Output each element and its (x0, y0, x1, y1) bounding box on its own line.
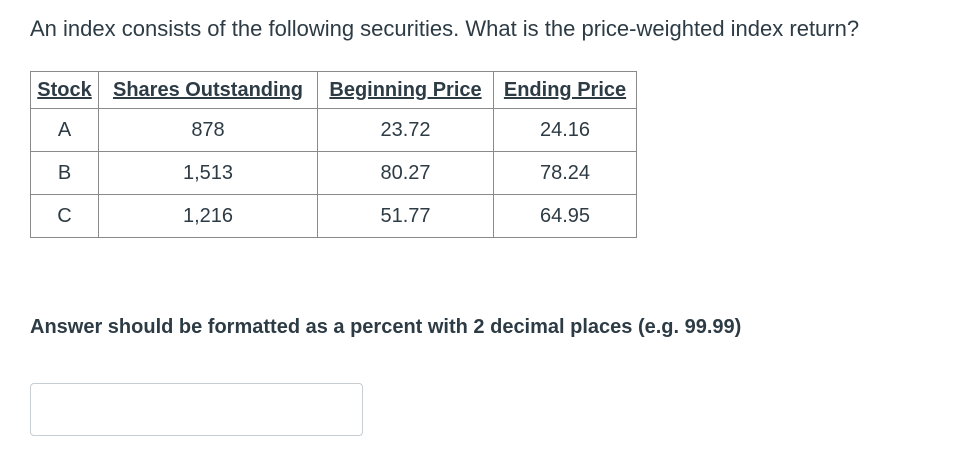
header-shares-outstanding: Shares Outstanding (98, 71, 318, 109)
table-row: C 1,216 51.77 64.95 (30, 194, 637, 238)
table-header-row: Stock Shares Outstanding Beginning Price… (30, 71, 637, 109)
cell-shares-outstanding: 1,513 (98, 151, 318, 195)
cell-ending-price: 64.95 (493, 194, 637, 238)
header-stock: Stock (30, 71, 99, 109)
table-row: B 1,513 80.27 78.24 (30, 151, 637, 195)
answer-input[interactable] (30, 383, 363, 436)
cell-ending-price: 78.24 (493, 151, 637, 195)
header-ending-price: Ending Price (493, 71, 637, 109)
cell-shares-outstanding: 878 (98, 108, 318, 152)
table-row: A 878 23.72 24.16 (30, 108, 637, 152)
answer-format-instructions: Answer should be formatted as a percent … (30, 316, 742, 338)
header-beginning-price: Beginning Price (317, 71, 494, 109)
cell-stock: A (30, 108, 99, 152)
cell-ending-price: 24.16 (493, 108, 637, 152)
cell-stock: C (30, 194, 99, 238)
cell-shares-outstanding: 1,216 (98, 194, 318, 238)
cell-beginning-price: 80.27 (317, 151, 494, 195)
cell-beginning-price: 51.77 (317, 194, 494, 238)
question-text: An index consists of the following secur… (30, 16, 860, 41)
cell-beginning-price: 23.72 (317, 108, 494, 152)
cell-stock: B (30, 151, 99, 195)
securities-table: Stock Shares Outstanding Beginning Price… (30, 71, 637, 238)
